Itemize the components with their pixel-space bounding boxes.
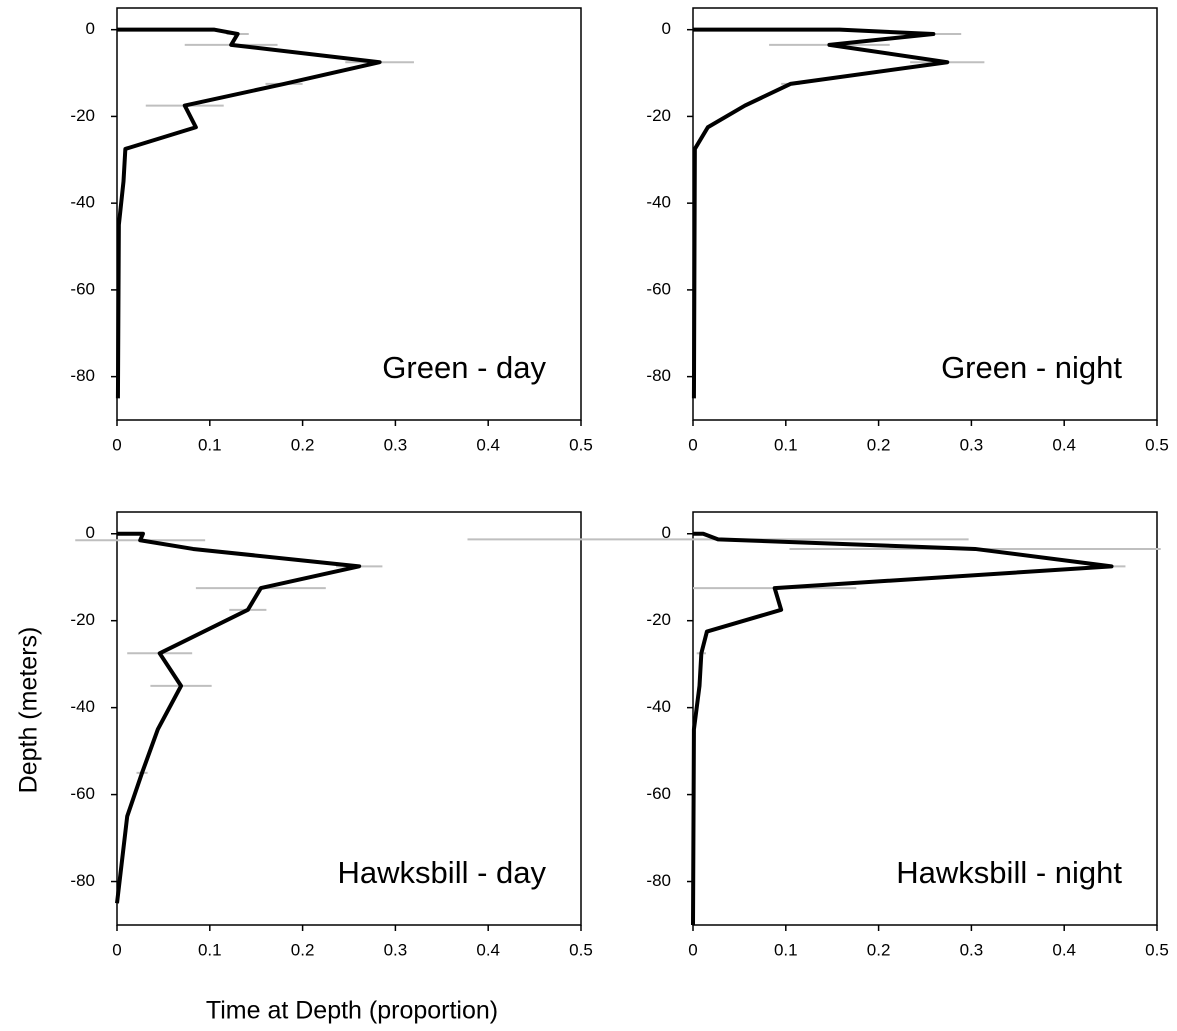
y-tick-label: -40 (646, 193, 671, 212)
y-tick-label: -80 (646, 366, 671, 385)
x-tick-label: 0.5 (1145, 940, 1169, 959)
x-tick-label: 0 (688, 435, 697, 454)
x-tick-label: 0.1 (774, 435, 798, 454)
x-axis-label: Time at Depth (proportion) (206, 997, 498, 1025)
panel-title: Green - night (941, 350, 1122, 385)
y-tick-label: 0 (86, 523, 95, 542)
x-tick-label: 0.4 (1052, 940, 1076, 959)
x-tick-label: 0.3 (384, 435, 408, 454)
x-tick-label: 0.2 (291, 940, 315, 959)
y-tick-label: 0 (86, 19, 95, 38)
panel-title: Hawksbill - night (896, 855, 1122, 890)
x-tick-label: 0 (112, 435, 121, 454)
x-tick-label: 0.1 (198, 940, 222, 959)
y-tick-label: -60 (70, 279, 95, 298)
plot-frame (116, 7, 582, 421)
x-tick-label: 0.3 (384, 940, 408, 959)
data-line (115, 531, 362, 904)
y-tick-label: 0 (662, 523, 671, 542)
x-tick-label: 0.4 (476, 940, 500, 959)
panel-title: Green - day (382, 350, 546, 385)
x-tick-label: 0.2 (867, 435, 891, 454)
panel-title: Hawksbill - day (338, 855, 547, 890)
y-tick-label: -20 (70, 106, 95, 125)
x-tick-label: 0 (688, 940, 697, 959)
x-tick-label: 0.2 (867, 940, 891, 959)
x-tick-label: 0.1 (198, 435, 222, 454)
data-line (115, 27, 382, 399)
y-tick-label: -40 (646, 697, 671, 716)
x-tick-label: 0.5 (569, 435, 593, 454)
plot-frame (116, 511, 582, 926)
y-tick-label: -80 (70, 871, 95, 890)
plot-frame (692, 511, 1158, 926)
x-tick-label: 0.4 (1052, 435, 1076, 454)
x-tick-label: 0.3 (960, 940, 984, 959)
x-tick-label: 0.3 (960, 435, 984, 454)
y-tick-label: -60 (646, 279, 671, 298)
x-tick-label: 0 (112, 940, 121, 959)
data-line (691, 531, 1114, 926)
y-tick-label: -20 (646, 610, 671, 629)
y-tick-label: -20 (646, 106, 671, 125)
y-tick-label: 0 (662, 19, 671, 38)
y-tick-label: -80 (646, 871, 671, 890)
y-tick-label: -40 (70, 193, 95, 212)
x-tick-label: 0.5 (569, 940, 593, 959)
x-tick-label: 0.5 (1145, 435, 1169, 454)
y-tick-label: -60 (70, 784, 95, 803)
x-tick-label: 0.1 (774, 940, 798, 959)
y-tick-label: -80 (70, 366, 95, 385)
y-axis-label: Depth (meters) (15, 627, 43, 794)
y-tick-label: -40 (70, 697, 95, 716)
y-tick-label: -20 (70, 610, 95, 629)
y-tick-label: -60 (646, 784, 671, 803)
x-tick-label: 0.2 (291, 435, 315, 454)
data-line (691, 27, 950, 399)
x-tick-label: 0.4 (476, 435, 500, 454)
